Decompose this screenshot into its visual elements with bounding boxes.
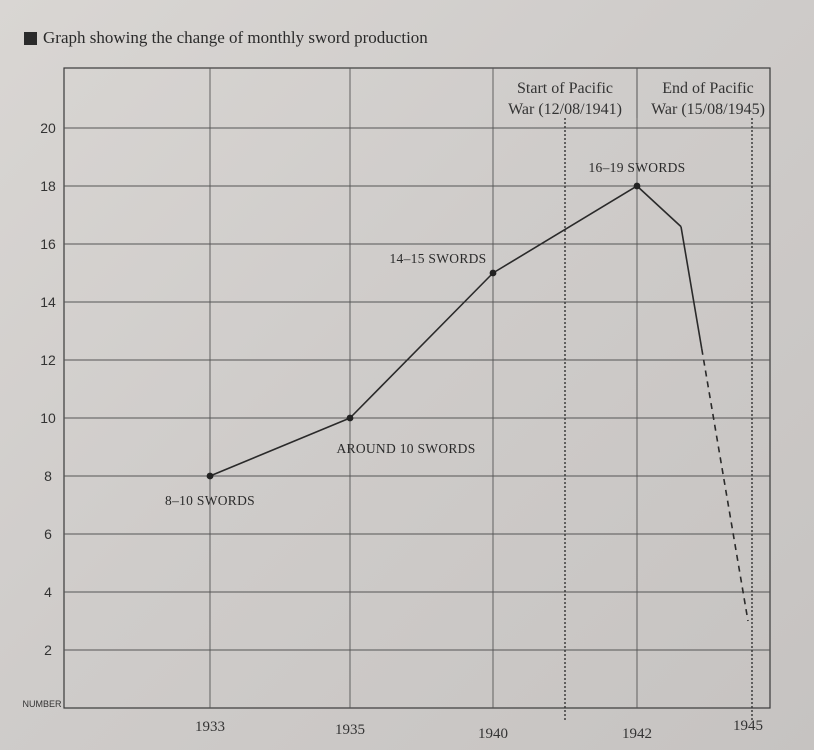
x-tick-label: 1935 bbox=[335, 722, 365, 738]
x-tick-label: 1942 bbox=[622, 726, 652, 742]
annotation-label: War (15/08/1945) bbox=[651, 101, 765, 118]
y-tick-label: 14 bbox=[40, 294, 56, 310]
data-label: AROUND 10 SWORDS bbox=[336, 441, 475, 456]
series-segment bbox=[349, 272, 494, 419]
series-segment bbox=[209, 417, 351, 477]
y-axis-label: NUMBER bbox=[22, 699, 62, 709]
chart-title: Graph showing the change of monthly swor… bbox=[43, 28, 428, 47]
data-label: 16–19 SWORDS bbox=[589, 160, 686, 175]
y-tick-label: 8 bbox=[44, 468, 52, 484]
y-tick-label: 12 bbox=[40, 352, 56, 368]
y-tick-label: 6 bbox=[44, 526, 52, 542]
series-segment bbox=[636, 185, 682, 228]
x-tick-label: 1933 bbox=[195, 719, 225, 735]
series-segment-dashed bbox=[700, 348, 749, 622]
series-segment bbox=[680, 226, 703, 349]
data-point bbox=[489, 269, 497, 277]
data-point bbox=[633, 182, 641, 190]
y-tick-label: 20 bbox=[40, 120, 56, 136]
annotation-label: Start of Pacific bbox=[517, 80, 613, 97]
annotation-label: War (12/08/1941) bbox=[508, 101, 622, 118]
y-tick-label: 2 bbox=[44, 642, 52, 658]
title-square-icon bbox=[24, 31, 37, 45]
data-label: 14–15 SWORDS bbox=[390, 251, 487, 266]
data-label: 8–10 SWORDS bbox=[165, 493, 255, 508]
y-tick-label: 4 bbox=[44, 584, 52, 600]
y-tick-label: 10 bbox=[40, 410, 56, 426]
annotation-label: End of Pacific bbox=[662, 80, 754, 97]
y-tick-label: 18 bbox=[40, 178, 56, 194]
data-point bbox=[346, 414, 354, 422]
data-point bbox=[206, 472, 214, 480]
x-tick-label: 1945 bbox=[733, 718, 763, 734]
x-tick-label: 1940 bbox=[478, 726, 508, 742]
series-segment bbox=[492, 185, 638, 274]
y-tick-label: 16 bbox=[40, 236, 56, 252]
plot-frame bbox=[63, 67, 771, 709]
chart-title-row: Graph showing the change of monthly swor… bbox=[24, 28, 428, 48]
